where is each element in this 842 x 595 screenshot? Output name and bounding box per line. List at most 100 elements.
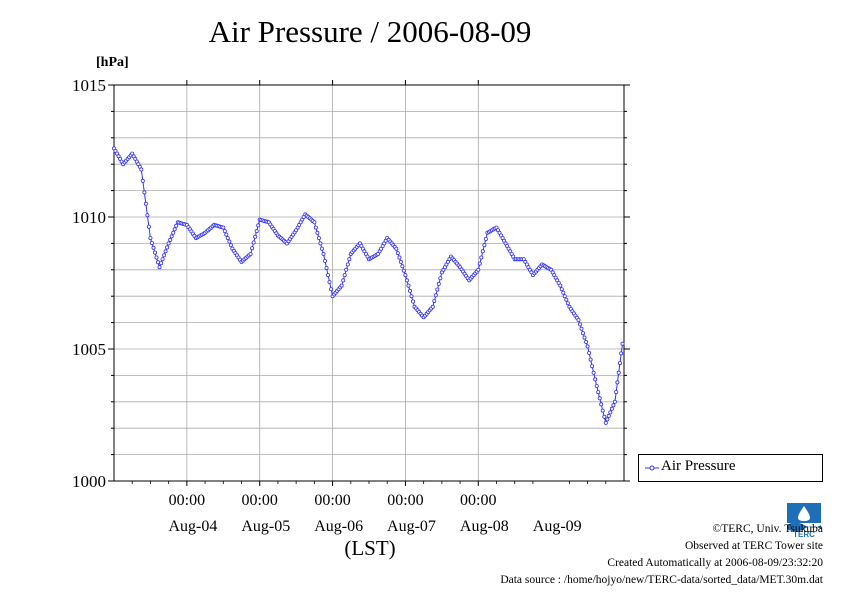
data-point bbox=[477, 261, 482, 266]
data-point bbox=[248, 251, 253, 256]
data-point bbox=[476, 267, 481, 272]
data-point bbox=[251, 240, 256, 245]
data-point bbox=[591, 370, 596, 375]
x-tick-labels: 00:00 00:00 00:00 00:00 00:00 Aug-04 Aug-05 Aug… bbox=[168, 492, 581, 535]
data-point bbox=[612, 399, 617, 404]
data-point bbox=[142, 190, 147, 195]
data-point bbox=[564, 297, 569, 302]
data-point bbox=[608, 410, 613, 415]
x-date-label: Aug-06 bbox=[314, 518, 363, 535]
data-point bbox=[585, 344, 590, 349]
data-point bbox=[172, 227, 177, 232]
logo-text: TERC bbox=[793, 530, 815, 539]
data-point bbox=[436, 281, 441, 286]
y-axis-unit: [hPa] bbox=[96, 55, 129, 70]
data-point bbox=[139, 167, 144, 172]
data-point bbox=[576, 317, 581, 322]
data-point bbox=[140, 178, 145, 183]
grid-lines bbox=[114, 85, 624, 481]
data-point bbox=[168, 237, 173, 242]
data-point bbox=[312, 220, 317, 225]
data-point bbox=[394, 246, 399, 251]
x-date-label: Aug-07 bbox=[387, 518, 436, 535]
data-point bbox=[615, 380, 620, 385]
y-tick-labels: 1000 1005 1010 1015 bbox=[72, 76, 106, 491]
data-point bbox=[616, 370, 621, 375]
data-point bbox=[254, 229, 259, 234]
data-point bbox=[319, 246, 324, 251]
data-point bbox=[614, 390, 619, 395]
data-point bbox=[344, 267, 349, 272]
y-tick-label: 1010 bbox=[72, 208, 106, 227]
data-point bbox=[404, 278, 409, 283]
data-point bbox=[559, 287, 564, 292]
credit-observed: Observed at TERC Tower site bbox=[684, 540, 823, 552]
data-point bbox=[579, 326, 584, 331]
data-point bbox=[599, 402, 604, 407]
legend-marker bbox=[645, 465, 659, 471]
chart-title: Air Pressure / 2006-08-09 bbox=[208, 14, 532, 49]
data-point bbox=[224, 232, 229, 237]
data-point bbox=[154, 255, 159, 260]
data-point bbox=[151, 245, 156, 250]
data-point bbox=[322, 258, 327, 263]
data-point bbox=[221, 225, 226, 230]
data-point bbox=[157, 265, 162, 270]
x-time-label: 00:00 bbox=[314, 492, 350, 509]
data-point bbox=[410, 299, 415, 304]
data-point bbox=[222, 229, 227, 234]
x-date-label: Aug-09 bbox=[533, 518, 582, 535]
data-point bbox=[316, 236, 321, 241]
data-point bbox=[406, 283, 411, 288]
x-date-label: Aug-04 bbox=[168, 518, 217, 535]
series-air-pressure bbox=[112, 146, 625, 425]
credit-created: Created Automatically at 2006-08-09/23:3… bbox=[607, 557, 823, 569]
data-point bbox=[618, 361, 623, 366]
data-point bbox=[327, 280, 332, 285]
data-point bbox=[342, 273, 347, 278]
x-time-label: 00:00 bbox=[460, 492, 496, 509]
data-point bbox=[162, 253, 167, 258]
x-date-label: Aug-08 bbox=[460, 518, 509, 535]
data-point bbox=[605, 417, 610, 422]
data-point bbox=[407, 288, 412, 293]
data-point bbox=[253, 234, 258, 239]
axis-ticks bbox=[108, 80, 630, 486]
data-point bbox=[582, 335, 587, 340]
data-point bbox=[345, 262, 350, 267]
data-point bbox=[171, 230, 176, 235]
data-point bbox=[227, 239, 232, 244]
credit-source: Data source : /home/hojyo/new/TERC-data/… bbox=[500, 574, 823, 586]
y-tick-label: 1015 bbox=[72, 76, 106, 95]
data-point bbox=[409, 294, 414, 299]
data-point bbox=[620, 341, 625, 346]
series-line bbox=[113, 148, 623, 425]
data-point bbox=[438, 276, 443, 281]
data-point bbox=[603, 420, 608, 425]
data-point bbox=[143, 201, 148, 206]
data-point bbox=[619, 351, 624, 356]
data-point bbox=[397, 255, 402, 260]
data-point bbox=[347, 257, 352, 262]
data-point bbox=[148, 236, 153, 241]
y-tick-label: 1005 bbox=[72, 340, 106, 359]
plot-frame bbox=[113, 84, 625, 482]
data-point bbox=[594, 383, 599, 388]
data-point bbox=[597, 396, 602, 401]
data-point bbox=[159, 261, 164, 266]
data-point bbox=[225, 236, 230, 241]
data-point bbox=[145, 213, 150, 218]
legend-label: Air Pressure bbox=[661, 458, 736, 474]
legend: Air Pressure bbox=[638, 454, 823, 482]
data-point bbox=[398, 259, 403, 264]
data-point bbox=[174, 223, 179, 228]
data-point bbox=[480, 249, 485, 254]
data-point bbox=[578, 322, 583, 327]
data-point bbox=[339, 283, 344, 288]
data-point bbox=[433, 293, 438, 298]
data-point bbox=[329, 287, 334, 292]
data-point bbox=[483, 236, 488, 241]
data-point bbox=[250, 246, 255, 251]
data-point bbox=[587, 350, 592, 355]
